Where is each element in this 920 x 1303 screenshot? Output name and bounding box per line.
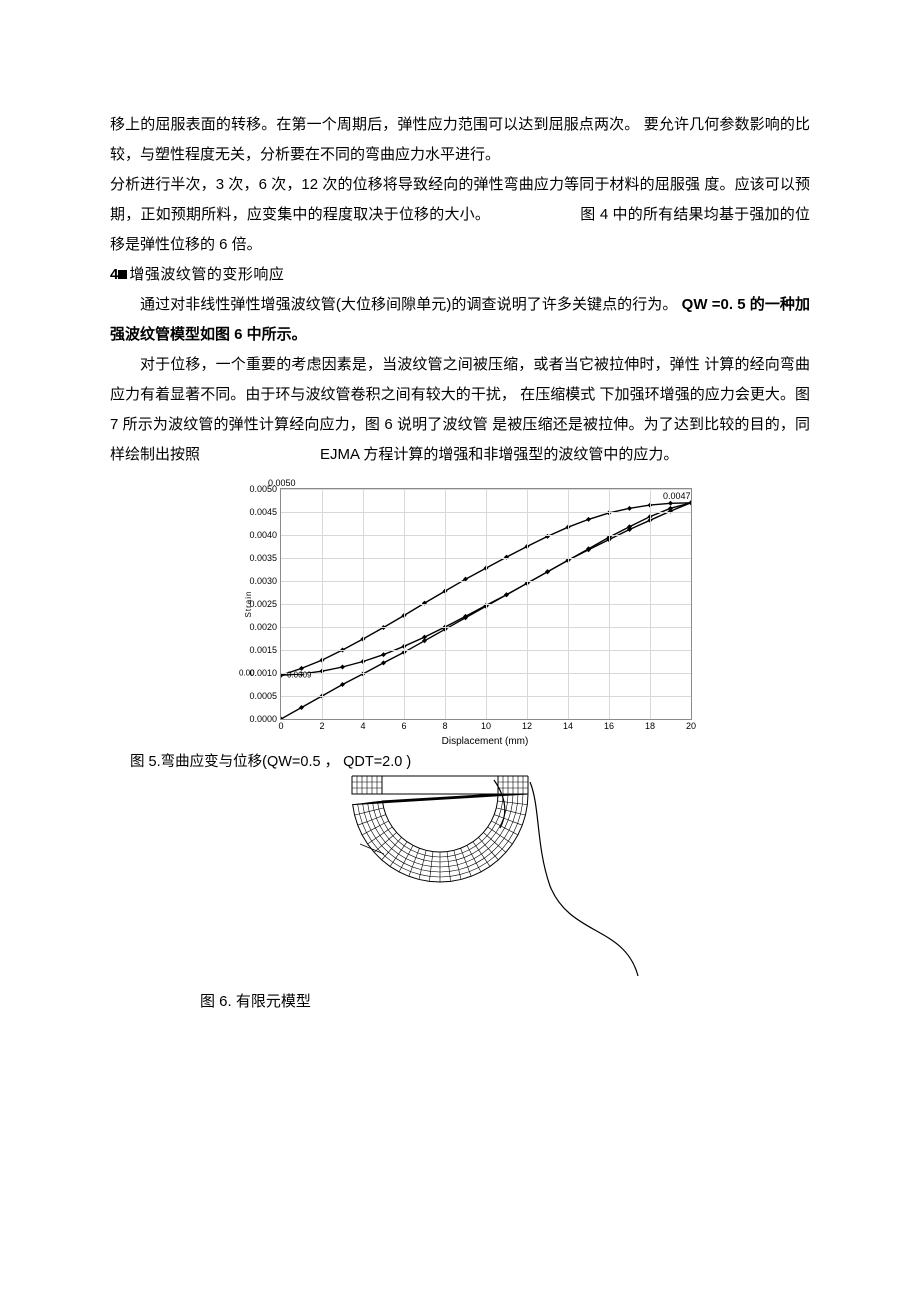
x-axis-label: Displacement (mm) — [280, 736, 690, 747]
sec4-num: 4 — [110, 266, 118, 283]
x-tick-label: 20 — [686, 721, 696, 731]
page-root: 移上的屈服表面的转移。在第一个周期后，弹性应力范围可以达到屈服点两次。 要允许几… — [0, 0, 920, 1071]
paragraph-4: 对于位移，一个重要的考虑因素是，当波纹管之间被压缩，或者当它被拉伸时，弹性 计算… — [110, 350, 810, 470]
figure-6 — [250, 774, 670, 984]
paragraph-1: 移上的屈服表面的转移。在第一个周期后，弹性应力范围可以达到屈服点两次。 要允许几… — [110, 110, 810, 170]
p3a: 通过对非线性弹性增强波纹管(大位移间隙单元)的调查说明了许多关键点的行为。 — [140, 296, 677, 313]
x-tick-label: 12 — [522, 721, 532, 731]
x-tick-label: 10 — [481, 721, 491, 731]
y-tick-label: 0.0020 — [249, 622, 277, 632]
y-tick-label: 0.0000 — [249, 714, 277, 724]
figure-5: 0.0050 Strain 0.00000.00050.00100.00150.… — [230, 478, 690, 747]
y-tick-label: 0.0015 — [249, 645, 277, 655]
p1a: 移上的屈服表面的转移。在第一个周期后，弹性应力范围可以达到屈服点两次。 — [110, 116, 639, 133]
x-tick-label: 16 — [604, 721, 614, 731]
square-bullet-icon — [118, 270, 127, 279]
p4c: EJMA 方程计算的增强和非增强型的波纹管中的应力。 — [320, 446, 678, 463]
section-4-heading: 4 增强波纹管的变形响应 — [110, 260, 810, 290]
y-tick-label: 0.0035 — [249, 553, 277, 563]
y-tick-label: 0.0050 — [249, 484, 277, 494]
chart-plot-area: Strain 0.00000.00050.00100.00150.00200.0… — [280, 488, 692, 720]
y-tick-label: 0.0045 — [249, 507, 277, 517]
x-tick-label: 14 — [563, 721, 573, 731]
chart-top-tick: 0.0050 — [268, 478, 690, 488]
x-tick-label: 0 — [278, 721, 283, 731]
y-tick-label: 0.0005 — [249, 691, 277, 701]
x-tick-label: 2 — [319, 721, 324, 731]
y-tick-label: 0.0040 — [249, 530, 277, 540]
figure-5-caption: 图 5.弯曲应变与位移(QW=0.5 ， QDT=2.0 ) — [130, 751, 810, 774]
sec4-title: 增强波纹管的变形响应 — [129, 266, 284, 283]
x-tick-label: 4 — [360, 721, 365, 731]
x-tick-label: 8 — [442, 721, 447, 731]
fem-mesh-svg — [270, 774, 650, 984]
paragraph-3: 通过对非线性弹性增强波纹管(大位移间隙单元)的调查说明了许多关键点的行为。 QW… — [110, 290, 810, 350]
paragraph-2: 分析进行半次，3 次，6 次，12 次的位移将导致经向的弹性弯曲应力等同于材料的… — [110, 170, 810, 260]
y-tick-label: 0.0030 — [249, 576, 277, 586]
x-tick-label: 18 — [645, 721, 655, 731]
figure-6-caption: 图 6. 有限元模型 — [200, 990, 810, 1011]
y-tick-label: 0.0025 — [249, 599, 277, 609]
x-tick-label: 6 — [401, 721, 406, 731]
